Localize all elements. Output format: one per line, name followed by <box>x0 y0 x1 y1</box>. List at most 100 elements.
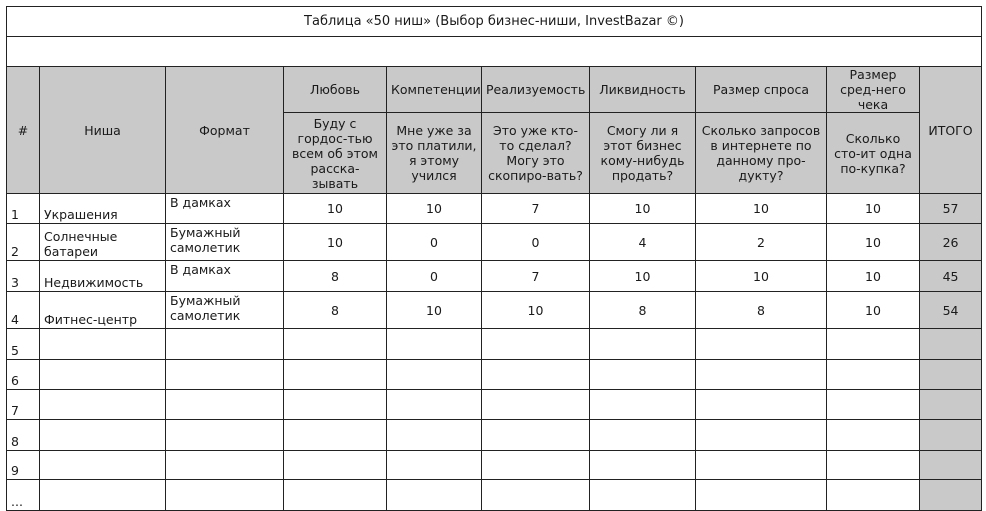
header-criterion-feasibility: Реализуемость <box>481 66 590 113</box>
score-cell <box>481 389 590 420</box>
header-niche: Ниша <box>39 66 166 194</box>
header-criterion-liquidity: Ликвидность <box>589 66 696 113</box>
format-cell: Бумажный самолетик <box>165 291 284 329</box>
score-cell <box>386 419 482 451</box>
score-cell: 8 <box>695 291 827 329</box>
score-cell <box>481 328 590 360</box>
score-cell <box>826 419 920 451</box>
score-cell <box>386 389 482 420</box>
score-cell <box>481 359 590 390</box>
score-cell <box>481 479 590 511</box>
row-number: 5 <box>6 328 40 360</box>
score-cell: 10 <box>589 193 696 224</box>
row-number: 7 <box>6 389 40 420</box>
score-cell <box>589 359 696 390</box>
total-cell: 54 <box>918 291 983 329</box>
score-cell: 7 <box>481 260 590 292</box>
row-number: 9 <box>6 450 40 480</box>
score-cell: 0 <box>481 223 590 261</box>
niche-cell <box>39 359 166 390</box>
score-cell <box>283 419 387 451</box>
score-cell <box>695 450 827 480</box>
score-cell <box>589 419 696 451</box>
score-cell <box>695 419 827 451</box>
score-cell <box>386 450 482 480</box>
score-cell: 10 <box>283 223 387 261</box>
score-cell: 10 <box>481 291 590 329</box>
score-cell: 0 <box>386 223 482 261</box>
row-number: 8 <box>6 419 40 451</box>
niche-cell <box>39 450 166 480</box>
total-cell: 26 <box>918 223 983 261</box>
table-row: 8 <box>6 419 983 451</box>
score-cell <box>589 328 696 360</box>
format-cell: В дамках <box>165 260 284 292</box>
question-feasibility: Это уже кто-то сделал? Могу это скопиро-… <box>481 112 590 194</box>
total-cell <box>918 479 983 511</box>
score-cell <box>826 389 920 420</box>
score-cell: 4 <box>589 223 696 261</box>
total-cell: 57 <box>918 193 983 224</box>
row-number: 3 <box>6 260 40 292</box>
row-number: 1 <box>6 193 40 224</box>
row-number: ... <box>6 479 40 511</box>
score-cell <box>481 419 590 451</box>
score-cell: 7 <box>481 193 590 224</box>
score-cell <box>589 450 696 480</box>
score-cell: 10 <box>386 193 482 224</box>
score-cell <box>695 389 827 420</box>
table-row: 4 Фитнес-центр Бумажный самолетик 8 10 10 8 8 10… <box>6 291 983 329</box>
format-cell: В дамках <box>165 193 284 224</box>
score-cell: 10 <box>826 291 920 329</box>
score-cell <box>283 359 387 390</box>
blank-row <box>5 36 983 67</box>
score-cell <box>589 479 696 511</box>
niche-table: Таблица «50 ниш» (Выбор бизнес-ниши, Inv… <box>5 6 983 511</box>
score-cell <box>283 479 387 511</box>
score-cell: 10 <box>826 193 920 224</box>
format-cell <box>165 328 284 360</box>
question-liquidity: Смогу ли я этот бизнес кому-нибудь прода… <box>589 112 696 194</box>
header-criterion-competence: Компетенции <box>386 66 482 113</box>
question-competence: Мне уже за это платили, я этому учился <box>386 112 482 194</box>
header-total: ИТОГО <box>918 66 983 194</box>
score-cell: 2 <box>695 223 827 261</box>
table-row: ... <box>6 479 983 511</box>
header-num: # <box>6 66 40 194</box>
format-cell <box>165 479 284 511</box>
table-row: 5 <box>6 328 983 360</box>
row-number: 6 <box>6 359 40 390</box>
score-cell <box>283 389 387 420</box>
score-cell <box>589 389 696 420</box>
table-row: 2 Солнечные батареи Бумажный самолетик 10 0 0… <box>6 223 983 261</box>
niche-cell: Фитнес-центр <box>39 291 166 329</box>
score-cell: 8 <box>283 260 387 292</box>
row-number: 4 <box>6 291 40 329</box>
total-cell: 45 <box>918 260 983 292</box>
score-cell: 8 <box>589 291 696 329</box>
score-cell <box>695 328 827 360</box>
table-row: 6 <box>6 359 983 390</box>
header-criterion-demand: Размер спроса <box>695 66 827 113</box>
score-cell: 8 <box>283 291 387 329</box>
total-cell <box>918 328 983 360</box>
niche-cell <box>39 479 166 511</box>
format-cell <box>165 359 284 390</box>
table-row: 9 <box>6 450 983 480</box>
score-cell: 10 <box>589 260 696 292</box>
table-row: 7 <box>6 389 983 420</box>
score-cell <box>481 450 590 480</box>
score-cell: 10 <box>826 260 920 292</box>
total-cell <box>918 450 983 480</box>
header-format: Формат <box>165 66 284 194</box>
table-row: 1 Украшения В дамках 10 10 7 10 10 10 57 <box>6 193 983 224</box>
score-cell <box>283 328 387 360</box>
niche-cell: Украшения <box>39 193 166 224</box>
score-cell <box>386 479 482 511</box>
question-love: Буду с гордос-тью всем об этом расска-зы… <box>283 112 387 194</box>
format-cell <box>165 450 284 480</box>
score-cell <box>695 479 827 511</box>
header-criterion-love: Любовь <box>283 66 387 113</box>
total-cell <box>918 419 983 451</box>
niche-cell: Солнечные батареи <box>39 223 166 261</box>
